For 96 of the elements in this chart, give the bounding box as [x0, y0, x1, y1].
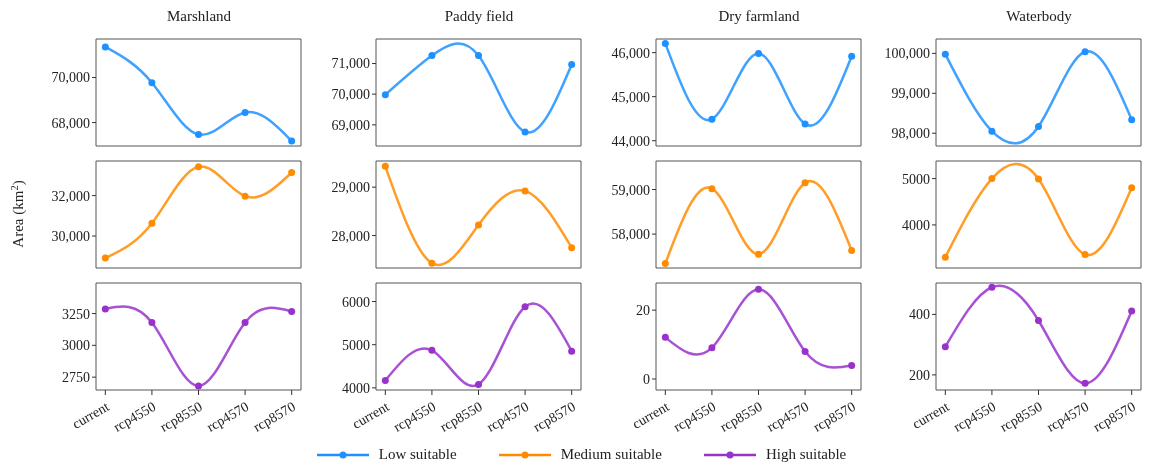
point [1128, 307, 1136, 315]
point [661, 39, 669, 47]
point [708, 115, 716, 123]
point [941, 343, 949, 351]
y-tick-label: 29,000 [331, 180, 370, 196]
y-tick-label: 99,000 [891, 86, 930, 102]
point [288, 308, 296, 315]
y-tick-label: 0 [643, 371, 650, 387]
y-tick-label: 200 [909, 367, 930, 383]
legend-label: Medium suitable [560, 446, 662, 463]
y-tick-label: 6000 [342, 294, 370, 310]
y-tick-label: 98,000 [891, 126, 930, 142]
point [755, 50, 762, 58]
point [381, 377, 389, 385]
point [1081, 48, 1089, 56]
point [195, 131, 202, 139]
point [941, 50, 949, 58]
point [475, 380, 482, 388]
y-tick-label: 32,000 [51, 188, 90, 204]
point [1035, 122, 1042, 130]
point [381, 162, 389, 170]
point [101, 305, 109, 313]
chart-title: Waterbody [1005, 8, 1073, 26]
legend-label: High suitable [765, 446, 847, 463]
point [755, 285, 762, 293]
point [1081, 379, 1089, 387]
point [1128, 116, 1136, 124]
point [475, 221, 482, 229]
point [101, 43, 109, 51]
y-tick-label: 59,000 [611, 182, 650, 198]
point [148, 79, 156, 87]
y-tick-label: 3000 [62, 338, 90, 354]
y-tick-label: 44,000 [611, 133, 650, 149]
legend-label: Low suitable [378, 446, 457, 463]
point [428, 259, 436, 267]
point [148, 318, 156, 326]
point [241, 108, 249, 116]
point [521, 303, 529, 311]
point [475, 52, 482, 60]
point [708, 344, 716, 352]
point [708, 185, 716, 193]
y-tick-label: 70,000 [331, 87, 370, 103]
point [988, 175, 996, 183]
chart-title: Dry farmland [717, 8, 801, 26]
point [568, 244, 576, 252]
point [568, 60, 576, 68]
y-tick-label: 30,000 [51, 229, 90, 245]
point [521, 187, 529, 195]
y-tick-label: 45,000 [611, 89, 650, 105]
point [941, 253, 949, 261]
point [801, 179, 809, 187]
point [568, 347, 576, 355]
y-tick-label: 400 [909, 307, 930, 323]
point [241, 192, 249, 200]
y-tick-label: 100,000 [884, 46, 930, 62]
point [848, 247, 856, 255]
y-tick-label: 46,000 [611, 45, 650, 61]
point [148, 219, 156, 227]
point [1081, 251, 1089, 259]
point [381, 91, 389, 99]
point [521, 128, 529, 136]
point [195, 382, 202, 390]
y-tick-label: 3250 [62, 306, 90, 322]
point [195, 163, 202, 171]
point [988, 127, 996, 135]
point [988, 283, 996, 291]
point [801, 120, 809, 128]
y-tick-label: 28,000 [331, 228, 370, 244]
point [428, 346, 436, 354]
point [1035, 175, 1042, 183]
y-tick-label: 4000 [342, 380, 370, 396]
y-tick-label: 69,000 [331, 117, 370, 133]
point [428, 52, 436, 60]
point [288, 137, 296, 145]
y-tick-label: 2750 [62, 370, 90, 386]
point [661, 260, 669, 268]
y-tick-label: 70,000 [51, 70, 90, 86]
y-tick-label: 58,000 [611, 227, 650, 243]
y-tick-label: 5000 [902, 171, 930, 187]
point [241, 318, 249, 326]
point [1035, 316, 1042, 324]
y-tick-label: 20 [636, 303, 650, 319]
point [848, 362, 856, 370]
y-tick-label: 4000 [902, 217, 930, 233]
point [1128, 184, 1136, 192]
y-tick-label: 68,000 [51, 115, 90, 131]
point [661, 333, 669, 341]
chart-title: Marshland [165, 8, 233, 26]
y-tick-label: 71,000 [331, 56, 370, 72]
chart-title: Paddy field [443, 8, 515, 26]
point [801, 347, 809, 355]
point [848, 52, 856, 60]
y-tick-label: 5000 [342, 337, 370, 353]
point [755, 250, 762, 258]
point [288, 169, 296, 177]
point [101, 254, 109, 262]
